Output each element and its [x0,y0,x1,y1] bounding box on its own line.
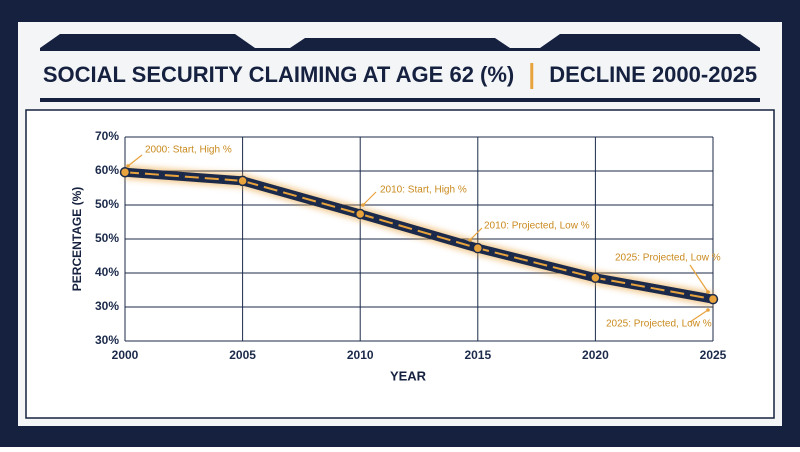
annotation-arrowhead [361,203,365,207]
x-tick-label: 2015 [464,348,491,362]
plot-frame [25,109,775,419]
line-center [124,171,714,301]
chart-subtitle: DECLINE 2000-2025 [549,62,757,87]
header-rule [40,48,760,51]
x-tick-label: 2025 [700,348,727,362]
point [472,242,484,254]
header-tab [540,34,760,48]
annotation: 2025: Projected, Low % [615,253,721,264]
point [119,166,131,178]
y-tick-label: 40% [95,265,119,279]
x-tick-label: 2020 [582,348,609,362]
annotation-arrow [127,154,143,167]
annotation: 2025: Projected, Low % [606,319,712,330]
point [707,293,719,305]
point [237,175,248,187]
annotation: 2000: Start, High % [145,145,232,156]
annotation-arrowhead [126,164,130,168]
x-tick-label: 2000 [112,348,139,362]
chart-title: SOCIAL SECURITY CLAIMING AT AGE 62 (%) [43,62,514,87]
y-tick-label: 30% [95,333,119,347]
point [354,208,366,220]
x-tick-label: 2005 [229,348,256,362]
y-tick-label: 50% [95,231,119,245]
annotation-arrow [689,309,709,323]
annotation: 2010: Projected, Low % [484,221,590,232]
y-tick-label: 70% [95,129,119,143]
x-tick-label: 2010 [347,348,374,362]
point [590,272,601,284]
header-rule [40,98,760,102]
annotation: 2010: Start, High % [380,185,467,196]
y-axis-label: PERCENTAGE (%) [70,187,84,291]
annotation-arrowhead [706,308,710,312]
annotation-arrow [469,227,483,241]
y-tick-label: 50% [95,197,119,211]
y-tick-label: 60% [95,163,119,177]
annotation-arrow [689,264,709,293]
annotation-arrowhead [706,290,710,294]
annotation-arrow [362,191,377,206]
y-tick-label: 30% [95,299,119,313]
x-axis-label: YEAR [390,368,427,383]
annotation-arrowhead [468,238,472,242]
title-separator [530,63,534,89]
header-tab [40,34,255,48]
header-tab [290,38,510,48]
